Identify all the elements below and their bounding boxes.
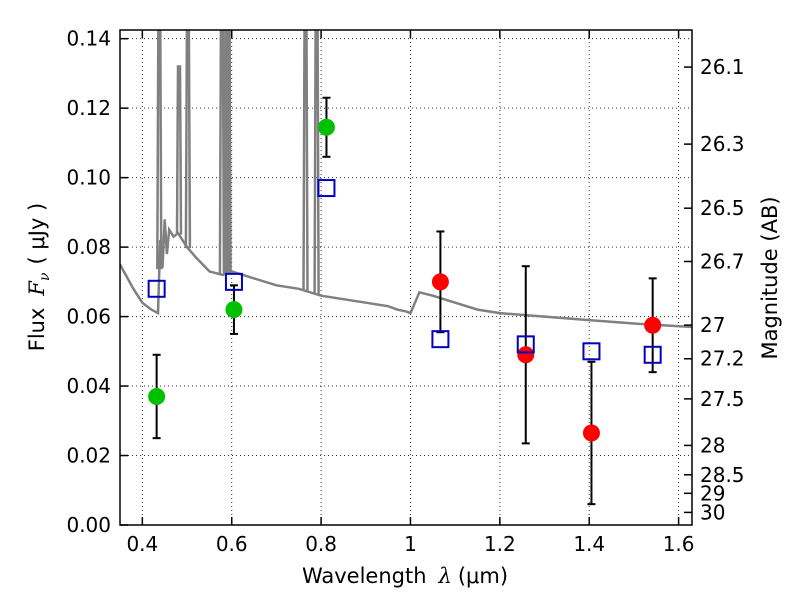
x-tick-label: 0.8: [305, 532, 337, 556]
y2-tick-label: 26.5: [700, 196, 745, 220]
model-photometry-square: [431, 330, 450, 349]
y-tick-label: 0.10: [66, 166, 111, 190]
data-points: [147, 96, 662, 506]
y2-tick-label: 28.5: [700, 463, 745, 487]
y-tick-label: 0.12: [66, 96, 111, 120]
y-axis-title: Flux Fν ( μJy ): [25, 203, 53, 351]
y2-tick-label: 26.3: [700, 132, 745, 156]
y-tick-label: 0.08: [66, 235, 111, 259]
model-photometry-square: [224, 272, 243, 291]
y-tick-label: 0.02: [66, 444, 111, 468]
y2-tick-label: 27: [700, 313, 725, 337]
x-tick-label: 1: [404, 532, 417, 556]
tick-labels: 0.4 0.6 0.8 1 1.2 1.4 1.6 0.00 0.02 0.04 0.06 0.08 0…: [66, 27, 744, 556]
y-tick-label: 0.14: [66, 27, 111, 51]
y2-tick-label: 30: [700, 500, 725, 524]
y-tick-label: 0.00: [66, 513, 111, 537]
flux-point: [148, 387, 166, 405]
y2-tick-label: 26.1: [700, 55, 745, 79]
spectrum: [120, 30, 692, 329]
y2-tick-label: 27.2: [700, 347, 745, 371]
plot-frame: [119, 29, 693, 526]
y-axis-label: Flux: [25, 308, 49, 352]
x-axis-unit: (μm): [458, 564, 508, 588]
x-tick-label: 1.2: [484, 532, 516, 556]
axes: [119, 29, 693, 526]
flux-point: [517, 346, 535, 364]
x-axis-symbol: λ: [438, 564, 452, 588]
flux-point: [317, 118, 335, 136]
flux-point: [644, 316, 662, 334]
y2-axis-title: Magnitude (AB): [758, 196, 782, 359]
emission-line: [175, 65, 183, 235]
model-photometry-square: [317, 179, 336, 198]
y-axis-symbol: F: [25, 280, 49, 297]
x-axis-title: Wavelength λ (μm): [302, 564, 508, 588]
y2-tick-label: 29: [700, 481, 725, 505]
x-axis-label: Wavelength: [302, 564, 427, 588]
model-photometry-square: [147, 279, 166, 298]
model-photometry-square: [643, 345, 662, 364]
emission-line: [225, 30, 232, 273]
y2-tick-label: 27.5: [700, 387, 745, 411]
x-tick-label: 1.6: [663, 532, 695, 556]
flux-point: [225, 301, 243, 319]
x-tick-label: 0.6: [216, 532, 248, 556]
emission-line: [218, 30, 226, 275]
y-axis-unit: ( μJy ): [25, 203, 49, 265]
y2-tick-label: 28: [700, 433, 725, 457]
y-axis-subscript: ν: [37, 272, 53, 281]
x-tick-label: 1.4: [573, 532, 605, 556]
emission-line: [156, 30, 163, 270]
y-tick-label: 0.06: [66, 305, 111, 329]
emission-line: [313, 30, 320, 295]
emission-line: [184, 30, 192, 249]
x-tick-label: 0.4: [126, 532, 158, 556]
y-tick-label: 0.04: [66, 374, 111, 398]
emission-line: [302, 30, 309, 291]
flux-point: [582, 424, 600, 442]
flux-point: [431, 273, 449, 291]
model-photometry-square: [516, 335, 535, 354]
y2-tick-label: 26.7: [700, 249, 745, 273]
model-photometry-square: [582, 342, 601, 361]
